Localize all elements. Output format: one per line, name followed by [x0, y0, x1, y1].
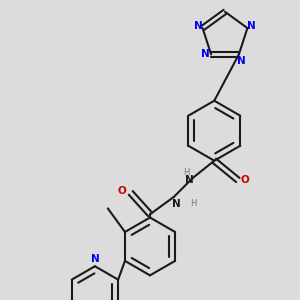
Text: O: O — [118, 186, 127, 196]
Text: N: N — [91, 254, 99, 264]
Text: N: N — [172, 199, 181, 208]
Text: O: O — [241, 175, 250, 185]
Text: N: N — [201, 50, 210, 59]
Text: N: N — [194, 21, 203, 31]
Text: H: H — [190, 199, 196, 208]
Text: N: N — [237, 56, 245, 66]
Text: N: N — [247, 21, 256, 31]
Text: N: N — [185, 175, 194, 185]
Text: H: H — [183, 168, 190, 177]
